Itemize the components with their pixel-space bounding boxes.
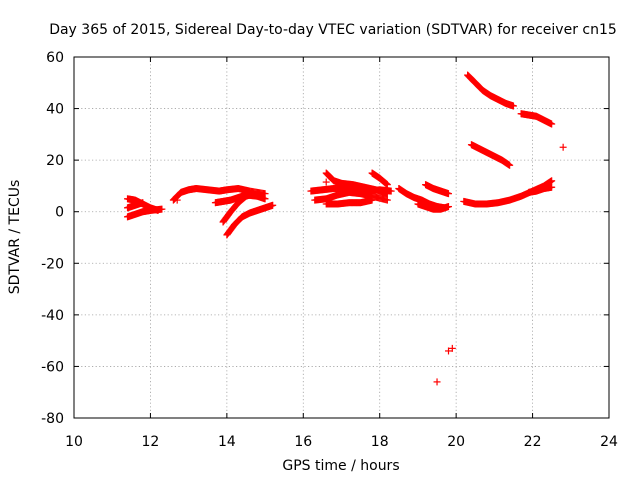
data-point [548,183,556,191]
y-tick-label: 20 [46,153,64,169]
data-point [383,181,391,189]
series-arc2 [124,205,166,221]
x-tick-label: 12 [142,434,160,450]
data-point [173,196,181,204]
data-point [383,190,391,198]
data-point [322,178,330,186]
series-arc14 [414,200,452,213]
series-arc12 [368,169,391,189]
series-arc10 [322,196,376,208]
data-point [433,378,441,386]
y-tick-label: -80 [41,411,64,427]
series-arc16 [460,177,556,208]
data-point [368,196,376,204]
data-point [548,177,556,185]
y-tick-label: 40 [46,102,64,118]
data-point [445,347,452,355]
data-point [559,143,567,151]
x-axis-ticks: 10 12 14 16 18 20 22 24 [65,57,618,450]
data-points [124,71,567,386]
x-tick-label: 24 [600,434,618,450]
y-tick-label: -40 [41,308,64,324]
series-arc20 [517,110,556,128]
data-point [448,344,456,352]
data-point [506,161,514,169]
grid-lines [74,57,609,418]
data-point [269,201,277,209]
data-point [548,120,556,128]
y-axis-ticks: -80 -60 -40 -20 0 20 40 60 [41,50,609,427]
data-point [387,187,395,195]
series-arc7 [223,201,277,239]
series-arc19 [467,141,514,169]
series-arc18 [464,71,517,110]
chart-title: Day 365 of 2015, Sidereal Day-to-day VTE… [49,22,617,38]
data-point [509,102,517,110]
y-tick-label: -20 [41,256,64,272]
series-arc4 [169,185,269,204]
x-tick-label: 10 [65,434,83,450]
data-point [445,203,452,211]
data-point [250,190,258,198]
series-arc17 [525,183,556,196]
data-point [139,199,147,207]
y-tick-label: 60 [46,50,64,66]
y-tick-label: 0 [55,205,64,221]
series-arc3 [124,199,147,212]
x-tick-label: 18 [371,434,389,450]
series-arc9 [311,188,391,204]
x-tick-label: 22 [524,434,542,450]
plot-frame [73,56,610,419]
x-tick-label: 14 [218,434,236,450]
y-axis-label: SDTVAR / TECUs [7,180,23,295]
series-arc6 [219,190,258,226]
x-axis-label: GPS time / hours [282,458,399,474]
x-tick-label: 16 [294,434,312,450]
data-point [445,190,452,198]
data-point [158,205,166,213]
series-arc15 [422,181,452,198]
data-point [383,196,391,204]
series-isolated [173,143,567,386]
y-tick-label: -60 [41,359,64,375]
data-point [261,195,269,203]
x-tick-label: 20 [447,434,465,450]
series-arc11 [322,169,391,198]
